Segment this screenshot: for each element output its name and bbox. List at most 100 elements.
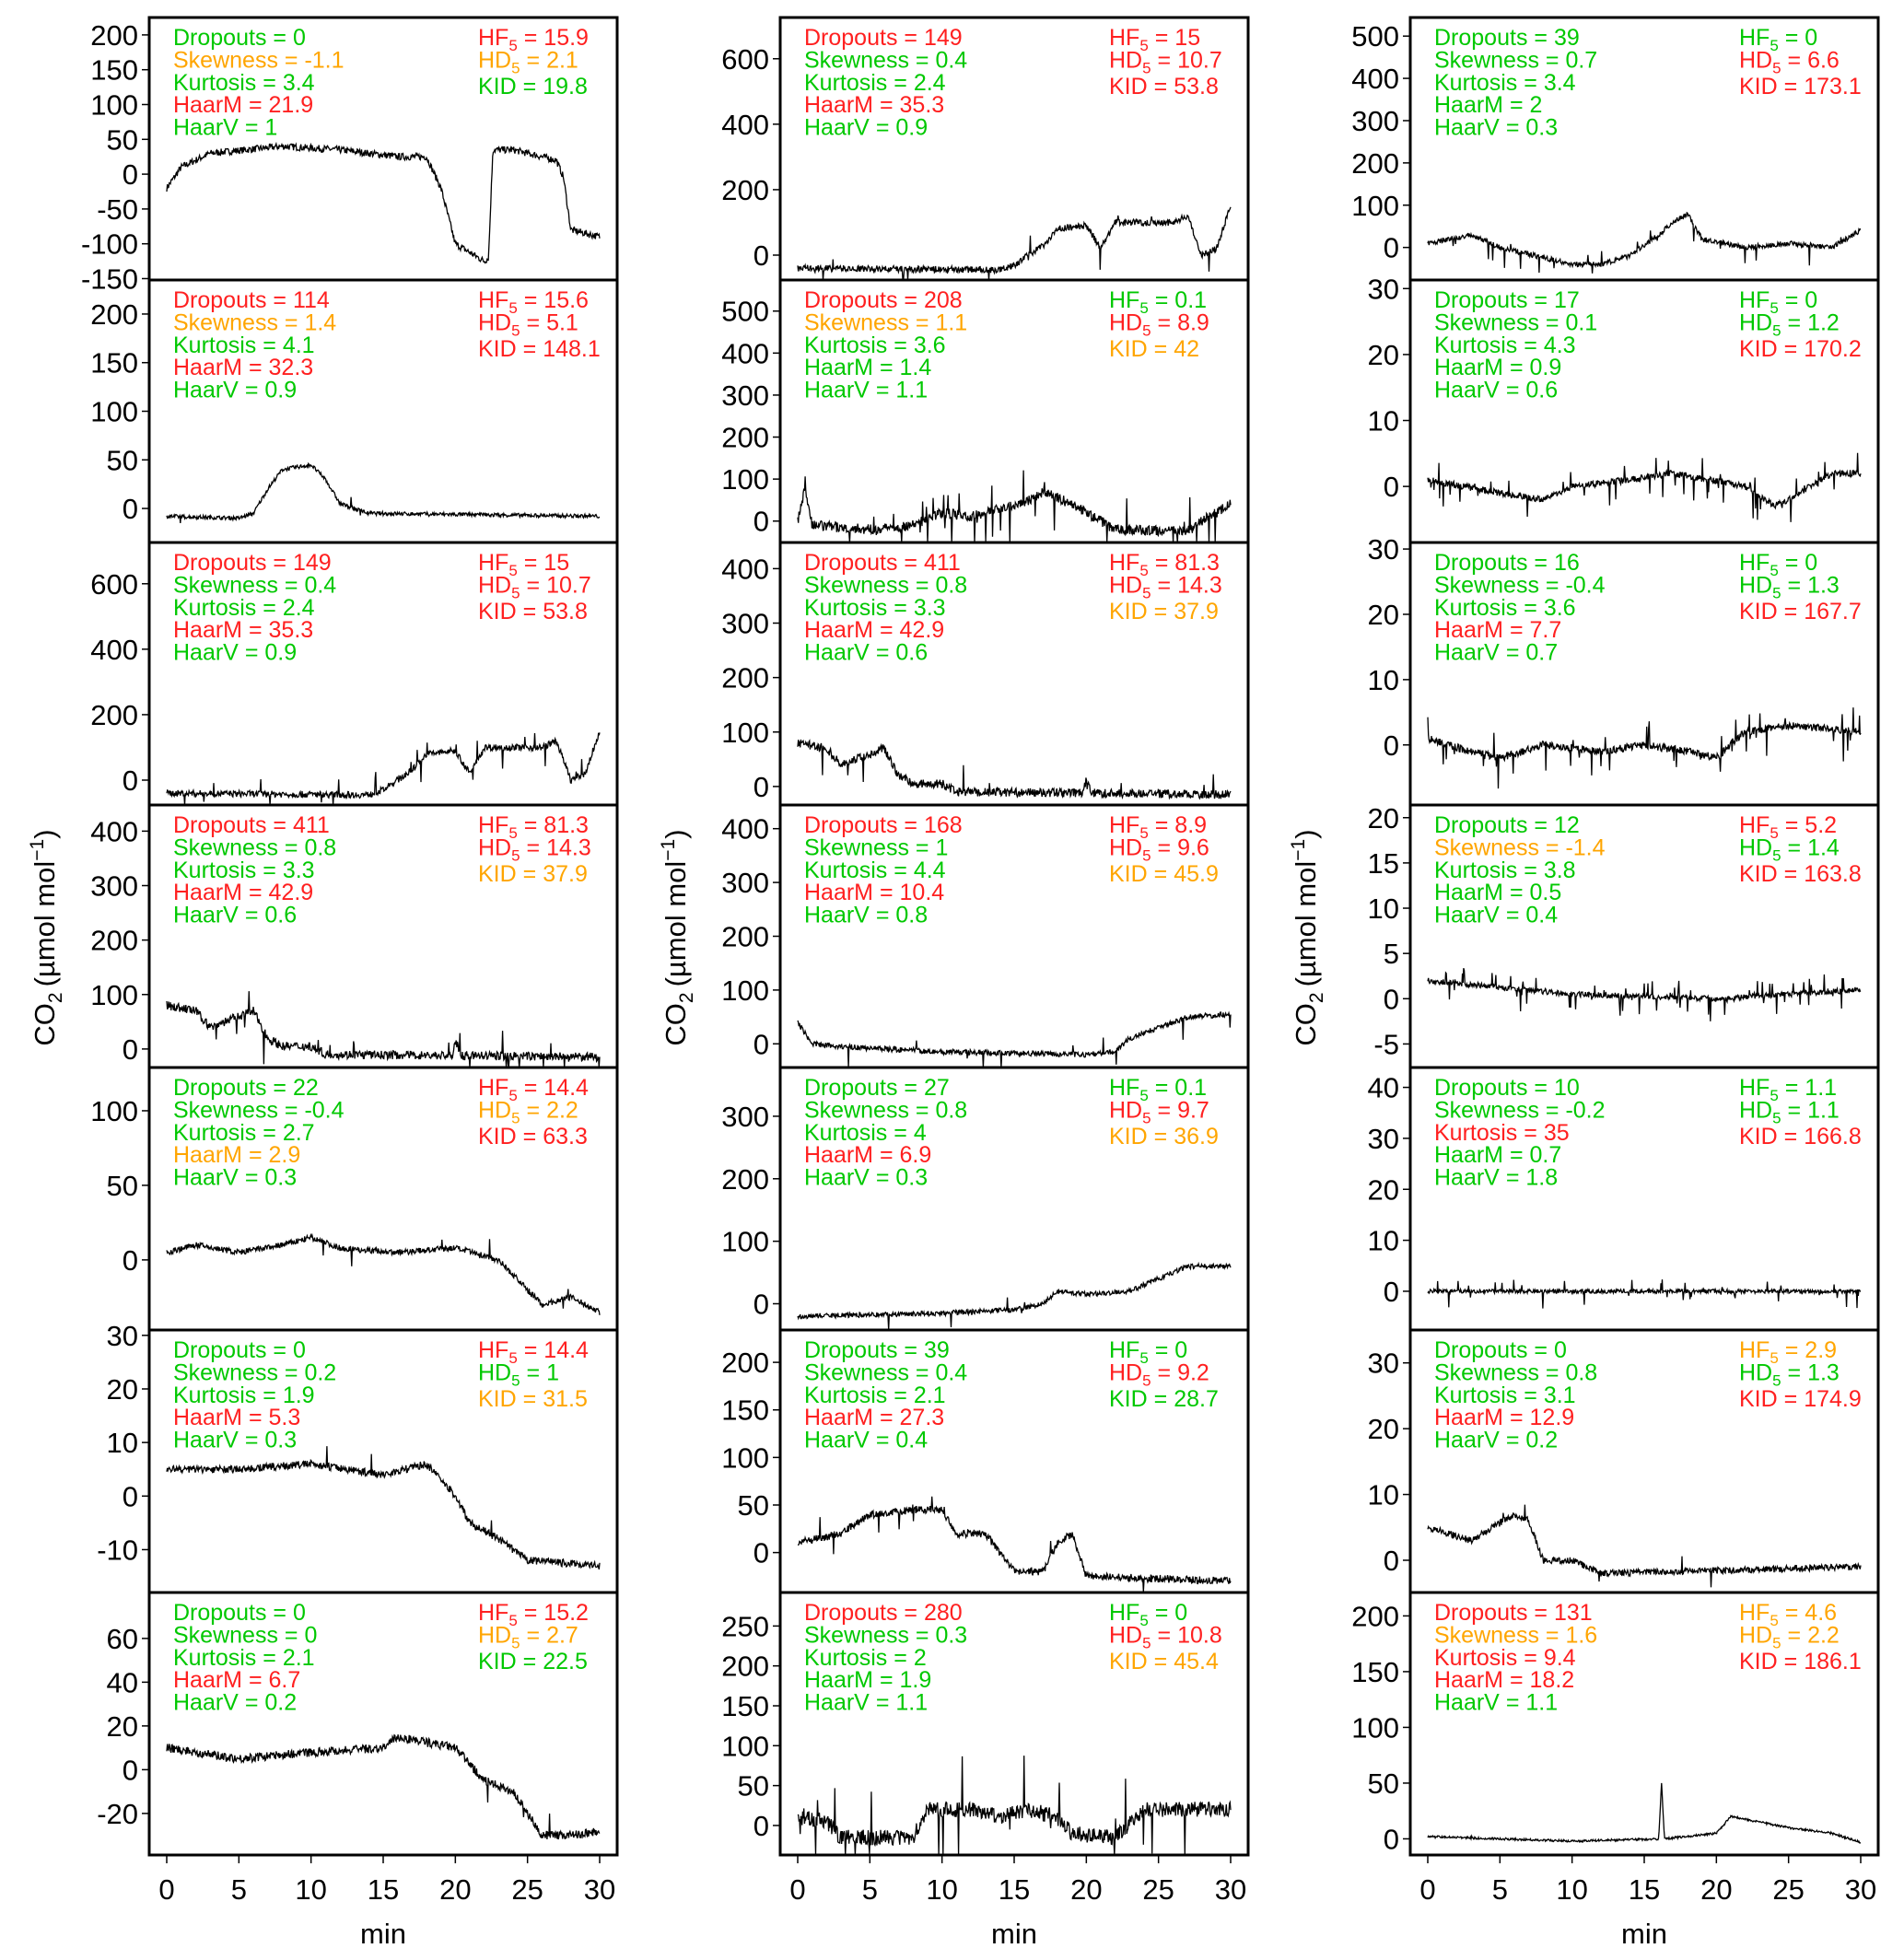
stat-value: 32.3 (269, 355, 314, 380)
co2-trace-line (797, 1496, 1232, 1592)
stat-label: HF (1109, 550, 1139, 576)
stat-label: Skewness (173, 309, 278, 335)
stat-equals: = (242, 1142, 269, 1168)
y-tick-label: 20 (1368, 599, 1399, 631)
stat-equals: = (873, 1142, 900, 1168)
stat-subscript: 5 (1770, 1349, 1778, 1367)
stat-label: Dropouts (1434, 1600, 1527, 1626)
co2-trace-line (1427, 211, 1862, 274)
co2-trace-line (1427, 968, 1862, 1021)
stat-value: 18.2 (1530, 1667, 1575, 1693)
y-tick-label: 100 (90, 88, 138, 121)
co2-trace-line (1427, 1782, 1862, 1844)
stat-haarv: HaarV = 0.9 (173, 640, 297, 666)
y-tick-label: 0 (1384, 1276, 1399, 1308)
y-label-unit: (µmol mol (660, 861, 692, 987)
stat-equals: = (897, 550, 924, 576)
stat-value: 1.1 (895, 1690, 928, 1716)
stat-label: HF (478, 812, 508, 838)
stat-value: -0.4 (304, 1097, 344, 1123)
stat-equals: = (1778, 599, 1805, 624)
y-tick-label: 0 (1384, 983, 1399, 1015)
stat-equals: = (1149, 287, 1175, 313)
stat-equals: = (870, 1690, 896, 1716)
stat-subscript: 5 (508, 1087, 517, 1104)
stat-kid: KID = 170.2 (1739, 336, 1862, 362)
stat-label: HaarV (173, 115, 239, 141)
stat-label: Kurtosis (1434, 332, 1517, 358)
stat-equals: = (1781, 1622, 1808, 1648)
stat-value: 4 (914, 1120, 927, 1146)
y-tick-label: 0 (753, 1537, 769, 1569)
stat-label: Dropouts (173, 550, 266, 576)
stat-equals: = (1539, 309, 1566, 335)
stat-value: 166.8 (1804, 1124, 1862, 1149)
stat-label: HF (1109, 287, 1139, 313)
stat-haarv: HaarV = 0.4 (804, 1428, 928, 1453)
stat-label: HaarM (804, 617, 873, 643)
y-tick-label: 100 (1351, 190, 1399, 222)
stat-value: 9.7 (1177, 1097, 1209, 1123)
stat-equals: = (1527, 1600, 1554, 1626)
stat-hf5: HF5 = 0 (1109, 1600, 1187, 1629)
y-tick-label: 0 (753, 506, 769, 538)
stat-label: KID (478, 1649, 517, 1674)
stat-equals: = (266, 287, 293, 313)
stat-label: HD (1739, 572, 1772, 598)
y-tick-label: 100 (90, 979, 138, 1011)
stat-kid: KID = 36.9 (1109, 1124, 1219, 1149)
stat-kid: KID = 37.9 (1109, 599, 1219, 624)
stat-dropouts: Dropouts = 208 (804, 287, 963, 313)
stat-skewness: Skewness = 0.4 (804, 1359, 967, 1385)
stat-label: Skewness (1434, 834, 1539, 860)
stat-value: 0.1 (1174, 1075, 1207, 1101)
stat-equals: = (1539, 834, 1566, 860)
stat-kid: KID = 45.4 (1109, 1649, 1219, 1674)
stat-label: Skewness (804, 834, 909, 860)
y-tick-label: 20 (1368, 802, 1399, 834)
stat-kurtosis: Kurtosis = 2 (804, 1645, 927, 1671)
stat-dropouts: Dropouts = 17 (1434, 287, 1580, 313)
y-tick-label: 30 (1368, 533, 1399, 566)
stat-value: 0 (293, 25, 306, 51)
stat-label: HaarV (173, 1690, 239, 1716)
stat-hd5: HD5 = 2.1 (478, 47, 578, 76)
stat-label: HaarV (1434, 1690, 1500, 1716)
y-axis-label: CO2 (µmol mol−1) (27, 829, 66, 1045)
stat-label: Skewness (173, 1622, 278, 1648)
stat-value: 0.9 (895, 115, 928, 141)
stat-label: HF (478, 1337, 508, 1363)
stat-value: 1 (935, 834, 948, 860)
stat-value: 35 (1544, 1120, 1570, 1146)
stat-value: 2 (914, 1645, 927, 1671)
stat-equals: = (1779, 812, 1805, 838)
stat-label: HF (478, 287, 508, 313)
x-tick-label: 30 (1845, 1873, 1876, 1906)
stat-equals: = (1778, 1649, 1805, 1674)
y-axis-label: CO2 (µmol mol−1) (1288, 829, 1327, 1045)
stat-equals: = (1517, 1120, 1544, 1146)
stat-value: 15 (543, 550, 569, 576)
stat-dropouts: Dropouts = 0 (173, 1337, 306, 1363)
stat-equals: = (887, 1645, 914, 1671)
y-tick-label: 30 (1368, 273, 1399, 305)
stat-hf5: HF5 = 0.1 (1109, 287, 1207, 317)
y-tick-label: 0 (753, 771, 769, 803)
stat-equals: = (242, 880, 269, 905)
stat-value: 37.9 (543, 861, 588, 887)
stat-label: Dropouts (804, 1600, 897, 1626)
stat-haarv: HaarV = 0.3 (173, 1165, 297, 1191)
stat-label: HaarM (1434, 1405, 1503, 1430)
stat-equals: = (1148, 599, 1174, 624)
stat-label: Kurtosis (173, 1645, 256, 1671)
stat-skewness: Skewness = 0.8 (804, 1097, 967, 1123)
y-tick-label: 20 (107, 1373, 138, 1406)
stat-equals: = (266, 550, 293, 576)
stat-equals: = (1779, 25, 1805, 51)
stat-skewness: Skewness = -1.1 (173, 47, 345, 73)
stat-haarv: HaarV = 0.3 (173, 1428, 297, 1453)
stat-label: HF (478, 550, 508, 576)
